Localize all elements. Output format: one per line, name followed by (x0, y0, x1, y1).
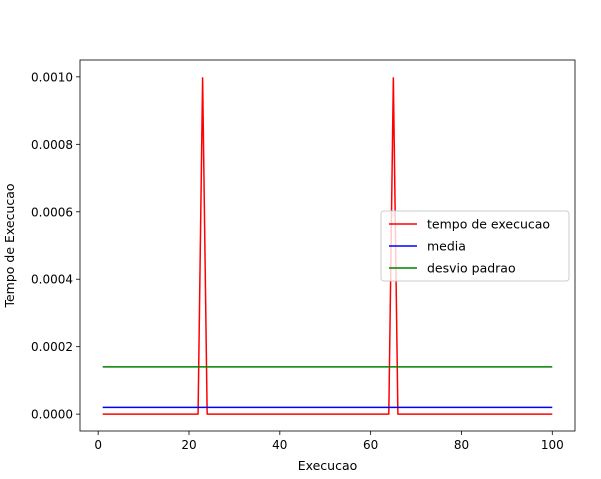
series-line-1 (102, 77, 553, 415)
x-tick-label: 60 (363, 438, 378, 452)
x-axis-label: Execucao (298, 458, 358, 473)
y-tick-label: 0.0008 (31, 138, 73, 152)
legend-label: tempo de execucao (427, 217, 550, 232)
x-tick-label: 0 (94, 438, 102, 452)
legend: tempo de execucao media desvio padrao (380, 210, 570, 282)
x-tick-label: 100 (541, 438, 564, 452)
y-tick-label: 0.0002 (31, 340, 73, 354)
axes-frame (79, 59, 576, 432)
x-tick-label: 40 (272, 438, 287, 452)
x-axis: 0 20 40 60 80 100 (94, 431, 564, 452)
y-axis: 0.0000 0.0002 0.0004 0.0006 0.0008 0.0010 (31, 70, 80, 422)
legend-box (380, 210, 570, 282)
plot-lines (102, 77, 553, 415)
legend-label: media (427, 239, 466, 254)
y-tick-label: 0.0000 (31, 408, 73, 422)
y-tick-label: 0.0006 (31, 205, 73, 219)
y-tick-label: 0.0004 (31, 273, 73, 287)
y-axis-label: Tempo de Execucao (2, 183, 17, 308)
x-tick-label: 20 (181, 438, 196, 452)
x-tick-label: 80 (454, 438, 469, 452)
y-tick-label: 0.0010 (31, 70, 73, 84)
legend-label: desvio padrao (427, 261, 516, 276)
